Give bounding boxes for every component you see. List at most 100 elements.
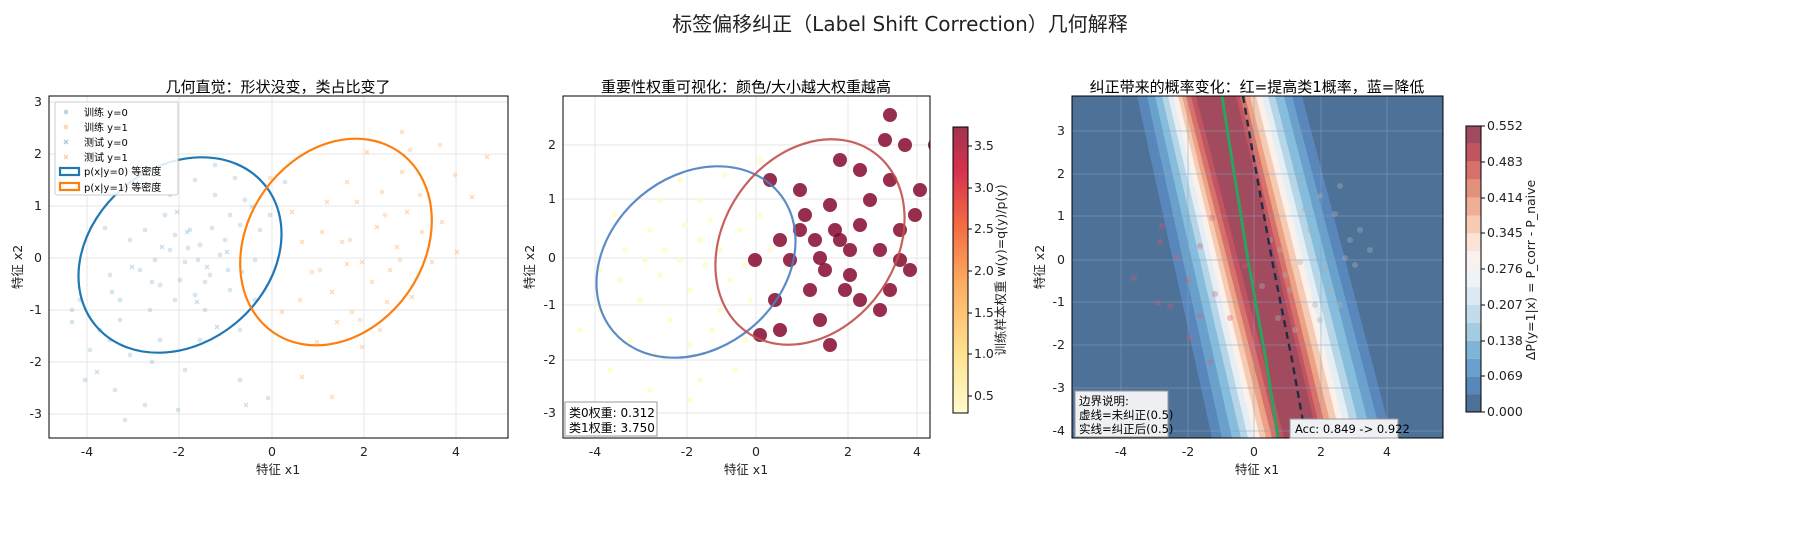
svg-text:类1权重: 3.750: 类1权重: 3.750: [569, 421, 655, 435]
panel2-ylabel: 特征 x2: [522, 245, 537, 289]
svg-text:3: 3: [34, 94, 42, 109]
panel2-axes-frame: [562, 95, 931, 439]
svg-text:2: 2: [1317, 444, 1325, 459]
panel2-title: 重要性权重可视化：颜色/大小越大权重越高: [601, 78, 891, 96]
svg-text:4: 4: [913, 444, 921, 459]
svg-text:-4: -4: [1115, 444, 1128, 459]
svg-text:-3: -3: [1053, 380, 1065, 395]
panel2-scatter: [577, 108, 930, 403]
svg-text:0.207: 0.207: [1487, 297, 1523, 312]
legend-train-y1-icon: [63, 124, 69, 130]
panel2-xticks: -4 -2 0 2 4: [589, 444, 921, 459]
naive-boundary-line: [1241, 96, 1308, 438]
panel3-boundary-legend-box: 边界说明: 虚线=未纠正(0.5) 实线=纠正后(0.5): [1074, 390, 1173, 438]
panel1-ylabel: 特征 x2: [10, 245, 25, 289]
corrected-boundary-line: [1220, 96, 1280, 438]
svg-text:实线=纠正后(0.5): 实线=纠正后(0.5): [1079, 422, 1173, 436]
svg-text:虚线=未纠正(0.5): 虚线=未纠正(0.5): [1079, 408, 1173, 422]
panel3-colorbar-label: ΔP(y=1|x) = P_corr - P_naive: [1523, 179, 1538, 360]
density-ellipse-y0: [595, 165, 797, 359]
svg-text:-2: -2: [544, 352, 556, 367]
legend-ellipse-y1-icon: [58, 181, 81, 192]
panel1-xlabel: 特征 x1: [256, 462, 300, 477]
svg-text:0: 0: [34, 250, 42, 265]
svg-text:0: 0: [268, 444, 276, 459]
panel2-yticks: 2 1 0 -1 -2 -3: [544, 137, 557, 420]
panel1-legend: 训练 y=0 训练 y=1 测试 y=0 测试 y=1 p(x|y=0) 等密度…: [54, 101, 179, 196]
panel3-xlabel: 特征 x1: [1235, 462, 1279, 477]
panel3-title: 纠正带来的概率变化：红=提高类1概率，蓝=降低: [1090, 78, 1425, 96]
svg-text:-1: -1: [30, 302, 42, 317]
panel3-axes-frame: [1071, 95, 1444, 439]
svg-text:2: 2: [844, 444, 852, 459]
svg-text:训练 y=0: 训练 y=0: [84, 106, 128, 119]
svg-text:-2: -2: [30, 354, 42, 369]
svg-text:-4: -4: [1053, 423, 1066, 438]
svg-text:边界说明:: 边界说明:: [1079, 394, 1129, 408]
svg-text:0.276: 0.276: [1487, 261, 1523, 276]
panel1-axes-frame: [48, 95, 509, 439]
legend-test-y0-icon: [63, 139, 69, 145]
svg-text:0.000: 0.000: [1487, 404, 1523, 419]
panel-importance-weights: 重要性权重可视化：颜色/大小越大权重越高 -4 -2 0 2 4 2 1 0 -1 -2 -3 特…: [522, 78, 1008, 477]
svg-text:4: 4: [452, 444, 460, 459]
svg-text:1: 1: [1057, 208, 1065, 223]
svg-text:0.345: 0.345: [1487, 225, 1523, 240]
svg-text:0: 0: [1250, 444, 1258, 459]
svg-text:1: 1: [34, 198, 42, 213]
panel1-title: 几何直觉：形状没变，类占比变了: [165, 78, 390, 96]
panel3-accuracy-box: Acc: 0.849 -> 0.922: [1289, 418, 1410, 439]
svg-text:Acc: 0.849 -> 0.922: Acc: 0.849 -> 0.922: [1295, 422, 1410, 436]
svg-text:-2: -2: [1053, 337, 1065, 352]
panel1-yticks: 3 2 1 0 -1 -2 -3: [30, 94, 43, 421]
svg-text:p(x|y=1) 等密度: p(x|y=1) 等密度: [84, 181, 161, 194]
svg-text:2: 2: [1057, 166, 1065, 181]
svg-text:0.414: 0.414: [1487, 190, 1523, 205]
svg-text:训练 y=1: 训练 y=1: [84, 121, 128, 134]
density-ellipse-y1: [239, 137, 433, 347]
panel3-colorbar: 0.552 0.483 0.414 0.345 0.276 0.207 0.13…: [1465, 118, 1538, 419]
svg-text:3.5: 3.5: [974, 138, 994, 153]
svg-text:-2: -2: [1182, 444, 1194, 459]
svg-text:0.552: 0.552: [1487, 118, 1523, 133]
svg-text:0: 0: [548, 250, 556, 265]
svg-text:p(x|y=0) 等密度: p(x|y=0) 等密度: [84, 165, 161, 178]
panel2-weights-box: 类0权重: 0.312 类1权重: 3.750: [564, 401, 658, 437]
panel2-xlabel: 特征 x1: [724, 462, 768, 477]
svg-text:-3: -3: [544, 405, 556, 420]
panel3-ylabel: 特征 x2: [1032, 245, 1047, 289]
panel3-xticks: -4 -2 0 2 4: [1115, 444, 1391, 459]
panel3-grid: [1072, 96, 1443, 438]
legend-ellipse-y0-icon: [58, 166, 81, 177]
panel2-colorbar-label: 训练样本权重 w(y)=q(y)/p(y): [993, 184, 1008, 355]
svg-text:1: 1: [548, 191, 556, 206]
panel1-xticks: -4 -2 0 2 4: [81, 444, 460, 459]
panel1-grid: [49, 96, 508, 438]
svg-text:测试 y=0: 测试 y=0: [84, 136, 128, 149]
svg-text:1.0: 1.0: [974, 346, 994, 361]
panel-probability-change: 纠正带来的概率变化：红=提高类1概率，蓝=降低: [1032, 78, 1538, 477]
svg-text:-1: -1: [1053, 294, 1065, 309]
svg-text:2.0: 2.0: [974, 263, 994, 278]
svg-text:-4: -4: [589, 444, 602, 459]
svg-text:3: 3: [1057, 123, 1065, 138]
legend-train-y0-icon: [63, 109, 69, 115]
svg-text:-3: -3: [30, 406, 42, 421]
svg-text:0.069: 0.069: [1487, 368, 1523, 383]
svg-text:-1: -1: [544, 297, 556, 312]
density-ellipse-y1: [714, 138, 906, 346]
svg-text:测试 y=1: 测试 y=1: [84, 151, 128, 164]
svg-text:-4: -4: [81, 444, 94, 459]
svg-text:-2: -2: [173, 444, 185, 459]
figure-title: 标签偏移纠正（Label Shift Correction）几何解释: [672, 12, 1128, 36]
panel2-colorbar-ticks: 3.5 3.0 2.5 2.0 1.5 1.0 0.5: [968, 138, 994, 403]
panel3-colorbar-ticks: 0.552 0.483 0.414 0.345 0.276 0.207 0.13…: [1481, 118, 1523, 419]
panel1-scatter: [69, 129, 490, 423]
svg-text:3.0: 3.0: [974, 180, 994, 195]
svg-text:类0权重: 0.312: 类0权重: 0.312: [569, 406, 655, 420]
svg-text:0: 0: [752, 444, 760, 459]
svg-text:1.5: 1.5: [974, 305, 994, 320]
panel3-yticks: 3 2 1 0 -1 -2 -3 -4: [1053, 123, 1066, 438]
svg-text:0.5: 0.5: [974, 388, 994, 403]
panel2-colorbar: 3.5 3.0 2.5 2.0 1.5 1.0 0.5 训练样本权重 w(y)=…: [952, 126, 1008, 414]
